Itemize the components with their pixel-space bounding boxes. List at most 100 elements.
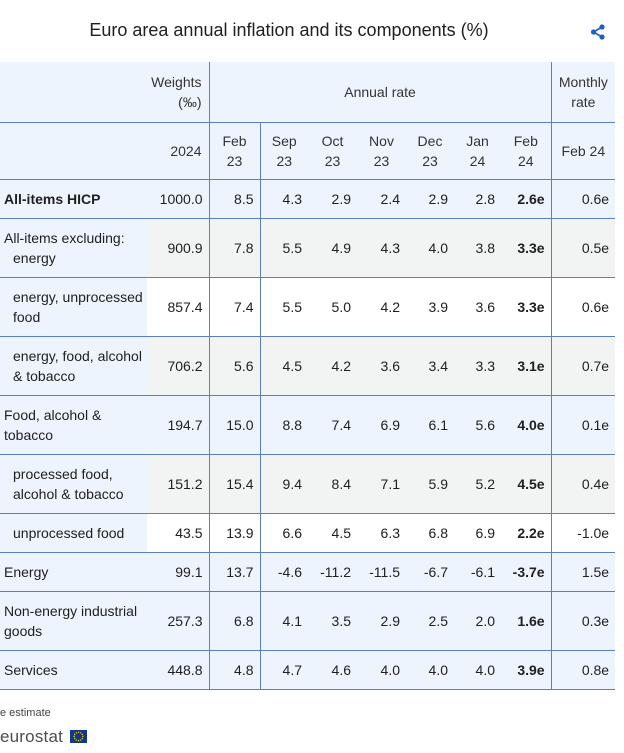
latest-value-cell: 1.6e (501, 591, 552, 651)
value-cell: 4.8 (208, 650, 260, 690)
value-cell: 8.8 (259, 395, 308, 455)
value-cell: 6.8 (208, 591, 260, 651)
value-cell: 6.1 (406, 395, 454, 455)
value-cell: -6.7 (406, 552, 454, 592)
value-cell: 4.7 (259, 650, 308, 690)
corner-cell (0, 62, 147, 123)
row-label: energy, unprocessed food (0, 277, 147, 337)
latest-value-cell: 3.3e (501, 218, 552, 278)
value-cell: 4.0 (406, 650, 454, 690)
latest-value-cell: -3.7e (501, 552, 552, 592)
monthly-rate-header: Monthly rate (550, 62, 616, 123)
value-cell: 5.2 (454, 454, 501, 514)
value-cell: 2.5 (406, 591, 454, 651)
value-cell: 8.5 (208, 179, 260, 219)
value-cell: -11.2 (308, 552, 357, 592)
title-bar: Euro area annual inflation and its compo… (0, 0, 624, 62)
value-cell: 4.2 (357, 277, 406, 337)
row-label: energy, food, alcohol & tobacco (0, 336, 147, 396)
monthly-cell: 0.8e (550, 650, 616, 690)
table-row: energy, unprocessed food 857.4 7.4 5.5 5.… (0, 277, 616, 337)
value-cell: 5.6 (454, 395, 501, 455)
value-cell: 9.4 (259, 454, 308, 514)
value-cell: 4.5 (308, 513, 357, 553)
monthly-cell: 0.1e (550, 395, 616, 455)
value-cell: -6.1 (454, 552, 501, 592)
row-label: unprocessed food (0, 513, 147, 553)
value-cell: 15.0 (208, 395, 260, 455)
weights-year: 2024 (147, 122, 209, 180)
latest-value-cell: 2.2e (501, 513, 552, 553)
value-cell: 4.0 (406, 218, 454, 278)
monthly-cell: 0.5e (550, 218, 616, 278)
value-cell: 4.6 (308, 650, 357, 690)
monthly-cell: 0.7e (550, 336, 616, 396)
corner-cell-2 (0, 122, 147, 180)
value-cell: 13.7 (208, 552, 260, 592)
header-row-1: Weights (‰) Annual rate Monthly rate (0, 62, 616, 123)
value-cell: 4.2 (308, 336, 357, 396)
row-label: Non-energy industrial goods (0, 591, 147, 651)
row-label: Energy (0, 552, 147, 592)
value-cell: 6.9 (454, 513, 501, 553)
value-cell: 5.5 (259, 277, 308, 337)
value-cell: 6.3 (357, 513, 406, 553)
weight-cell: 151.2 (147, 454, 209, 514)
value-cell: 6.9 (357, 395, 406, 455)
value-cell: 7.8 (208, 218, 260, 278)
value-cell: 7.4 (308, 395, 357, 455)
weight-cell: 900.9 (147, 218, 209, 278)
latest-value-cell: 3.1e (501, 336, 552, 396)
weight-cell: 706.2 (147, 336, 209, 396)
value-cell: 8.4 (308, 454, 357, 514)
weight-cell: 257.3 (147, 591, 209, 651)
value-cell: 3.4 (406, 336, 454, 396)
value-cell: 2.9 (308, 179, 357, 219)
value-cell: 6.8 (406, 513, 454, 553)
latest-value-cell: 4.0e (501, 395, 552, 455)
value-cell: 2.8 (454, 179, 501, 219)
value-cell: 3.9 (406, 277, 454, 337)
table-row: Energy 99.1 13.7 -4.6 -11.2 -11.5 -6.7 -… (0, 552, 616, 592)
value-cell: -4.6 (259, 552, 308, 592)
eurostat-logo: eurostat (0, 727, 87, 747)
value-cell: 3.8 (454, 218, 501, 278)
monthly-cell: 1.5e (550, 552, 616, 592)
table-row: All-items HICP 1000.0 8.5 4.3 2.9 2.4 2.… (0, 179, 616, 219)
value-cell: 7.4 (208, 277, 260, 337)
row-label: All-items HICP (0, 179, 147, 219)
period-header: Sep 23 (259, 122, 308, 180)
value-cell: 2.0 (454, 591, 501, 651)
row-label: Food, alcohol & tobacco (0, 395, 147, 455)
period-header: Feb 24 (501, 122, 552, 180)
annual-rate-header: Annual rate (208, 62, 552, 123)
value-cell: 15.4 (208, 454, 260, 514)
table-row: All-items excluding: energy 900.9 7.8 5.5… (0, 218, 616, 278)
value-cell: 4.3 (259, 179, 308, 219)
table-row: processed food, alcohol & tobacco 151.2 1… (0, 454, 616, 514)
value-cell: 4.3 (357, 218, 406, 278)
weight-cell: 43.5 (147, 513, 209, 553)
period-header: Feb 23 (208, 122, 260, 180)
monthly-cell: 0.6e (550, 277, 616, 337)
latest-value-cell: 3.9e (501, 650, 552, 690)
value-cell: 4.1 (259, 591, 308, 651)
row-label: processed food, alcohol & tobacco (0, 454, 147, 514)
value-cell: 4.9 (308, 218, 357, 278)
period-header: Dec 23 (406, 122, 454, 180)
weights-header: Weights (‰) (147, 62, 209, 123)
value-cell: 5.5 (259, 218, 308, 278)
eu-flag-icon (70, 730, 87, 743)
table-row: Non-energy industrial goods 257.3 6.8 4.1… (0, 591, 616, 651)
weight-cell: 448.8 (147, 650, 209, 690)
monthly-cell: 0.3e (550, 591, 616, 651)
table-row: unprocessed food 43.5 13.9 6.6 4.5 6.3 6… (0, 513, 616, 553)
value-cell: 13.9 (208, 513, 260, 553)
weight-cell: 99.1 (147, 552, 209, 592)
value-cell: 4.5 (259, 336, 308, 396)
value-cell: 4.0 (454, 650, 501, 690)
value-cell: 7.1 (357, 454, 406, 514)
value-cell: 5.9 (406, 454, 454, 514)
share-icon[interactable] (589, 23, 607, 41)
value-cell: 6.6 (259, 513, 308, 553)
